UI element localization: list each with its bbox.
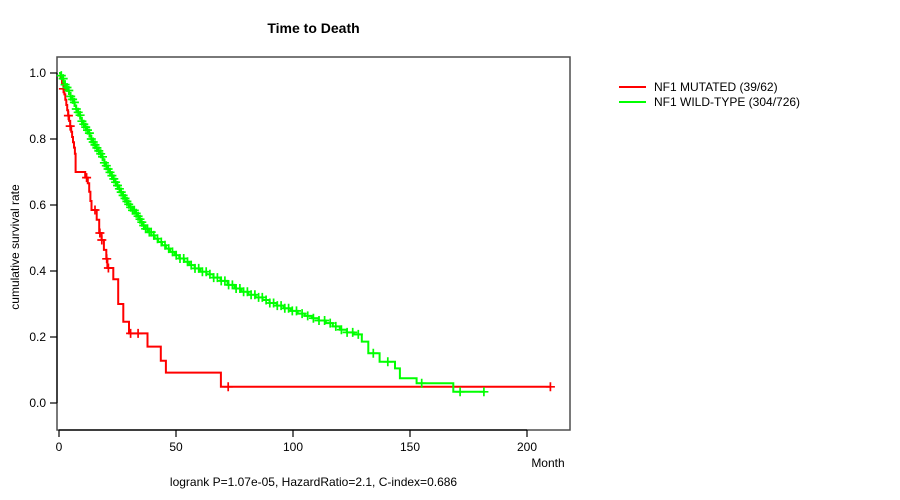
x-axis-title: Month [531, 456, 565, 470]
plot-border [56, 56, 571, 431]
y-tick-label: 0.2 [29, 330, 46, 344]
x-tick-label: 0 [56, 440, 63, 454]
x-tick-label: 150 [400, 440, 420, 454]
x-tick-label: 100 [283, 440, 303, 454]
y-tick-label: 0.8 [29, 132, 46, 146]
logrank-stats-text: logrank P=1.07e-05, HazardRatio=2.1, C-i… [169, 475, 458, 489]
x-tick-label: 200 [517, 440, 537, 454]
y-axis-title: cumulative survival rate [8, 184, 22, 310]
y-tick-label: 0.4 [29, 264, 46, 278]
y-tick-label: 1.0 [29, 66, 46, 80]
legend-item-nf1-mutated: NF1 MUTATED (39/62) [619, 79, 800, 94]
legend: NF1 MUTATED (39/62) NF1 WILD-TYPE (304/7… [619, 79, 800, 109]
y-tick-label: 0.0 [29, 396, 46, 410]
legend-item-nf1-wild-type: NF1 WILD-TYPE (304/726) [619, 94, 800, 109]
censor-marks-nf1-mutated [58, 84, 555, 392]
legend-line-green [619, 100, 646, 103]
y-tick-label: 0.6 [29, 198, 46, 212]
legend-label-nf1-mutated: NF1 MUTATED (39/62) [654, 79, 778, 94]
legend-line-red [619, 85, 646, 88]
censor-marks-nf1-wild-type [56, 71, 489, 397]
chart-title: Time to Death [267, 20, 360, 36]
km-curve-nf1-wild-type [59, 72, 485, 393]
x-tick-label: 50 [169, 440, 183, 454]
legend-label-nf1-wild-type: NF1 WILD-TYPE (304/726) [654, 94, 801, 109]
km-curve-nf1-mutated [59, 72, 551, 388]
